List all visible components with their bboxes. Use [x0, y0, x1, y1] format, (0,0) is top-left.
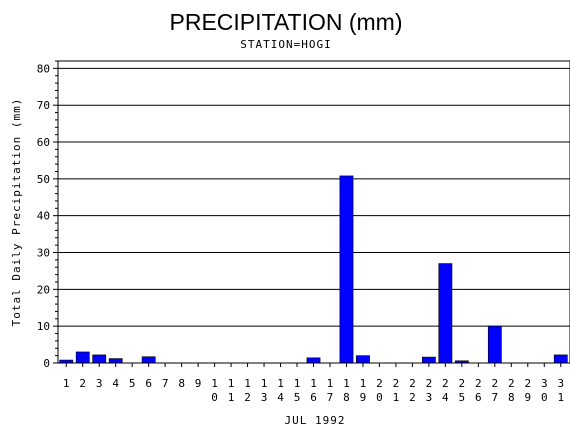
- chart-subtitle: STATION=HOGI: [240, 38, 331, 51]
- x-tick-label: 9: [195, 377, 202, 390]
- bar-day-4: [108, 358, 123, 364]
- x-tick-label: 2: [79, 377, 86, 390]
- y-tick-label: 80: [37, 62, 50, 75]
- y-axis-label: Total Daily Precipitation (mm): [10, 98, 23, 327]
- plot-frame: [57, 60, 570, 364]
- y-tick-label: 30: [37, 247, 50, 260]
- y-tick-label: 10: [37, 320, 50, 333]
- y-tick-label: 0: [43, 357, 50, 370]
- bar-day-2: [75, 351, 90, 364]
- x-tick-label: 6: [145, 377, 152, 390]
- y-tick-label: 40: [37, 210, 50, 223]
- y-tick-label: 50: [37, 173, 50, 186]
- bars: [59, 175, 568, 364]
- bar-day-24: [438, 263, 453, 364]
- y-tick-label: 60: [37, 136, 50, 149]
- x-tick-label: 3: [96, 377, 103, 390]
- bar-day-3: [92, 354, 107, 364]
- y-tick-label: 70: [37, 99, 50, 112]
- x-tick-label: 8: [178, 377, 185, 390]
- x-axis-ticks: 1 2 3 4 5 6 7 8 9 1 01 11 21 31 41 51 61 71 81 92 02 12 22 32 42…: [63, 363, 564, 404]
- bar-day-31: [553, 354, 568, 364]
- y-axis-ticks: 0 10 20 30 40 50 60 70 80: [37, 60, 58, 370]
- bar-day-18: [339, 175, 354, 364]
- grid-lines: [58, 67, 570, 327]
- y-tick-label: 20: [37, 283, 50, 296]
- x-tick-label: 5: [129, 377, 136, 390]
- x-tick-label: 1: [63, 377, 70, 390]
- x-axis-label: JUL 1992: [285, 414, 346, 427]
- bar-day-23: [421, 356, 436, 364]
- bar-day-19: [356, 355, 370, 364]
- bar-day-16: [306, 357, 321, 364]
- x-tick-label: 7: [162, 377, 169, 390]
- x-tick-label: 4: [112, 377, 119, 390]
- bar-day-6: [141, 356, 156, 364]
- bar-day-27: [487, 325, 502, 364]
- chart-title: PRECIPITATION (mm): [170, 9, 403, 35]
